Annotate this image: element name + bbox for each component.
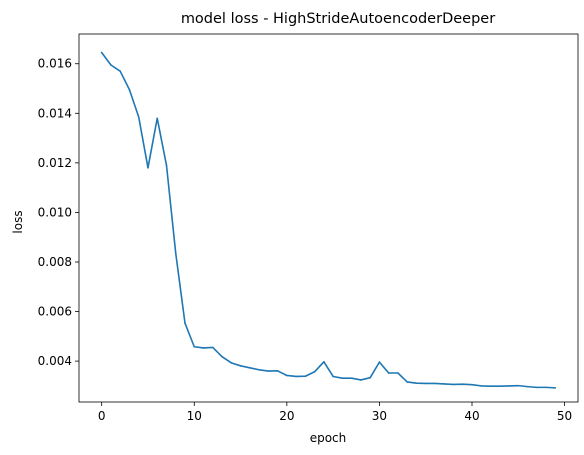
data-point (166, 165, 168, 167)
data-point (101, 52, 103, 54)
plot-frame (79, 34, 578, 402)
data-point (499, 385, 501, 387)
data-point (221, 356, 223, 358)
data-point (305, 375, 307, 377)
data-point (295, 376, 297, 378)
data-point (156, 117, 158, 119)
data-point (425, 383, 427, 385)
data-point (138, 116, 140, 118)
data-point (323, 361, 325, 363)
x-tick-label: 40 (464, 409, 479, 423)
loss-series-line (102, 53, 556, 388)
data-point (360, 379, 362, 381)
data-point (110, 64, 112, 66)
data-point (314, 371, 316, 373)
data-point (527, 386, 529, 388)
y-tick-label: 0.004 (38, 354, 72, 368)
data-point (555, 387, 557, 389)
data-point (332, 376, 334, 378)
data-point (480, 385, 482, 387)
data-points (101, 52, 556, 389)
data-point (286, 375, 288, 377)
data-point (268, 370, 270, 372)
data-point (119, 70, 121, 72)
plot-area: 0 10 20 30 40 50 0.0040.0060.0080.0100.0120.0… (38, 34, 578, 423)
data-point (258, 369, 260, 371)
data-point (230, 362, 232, 364)
data-point (471, 384, 473, 386)
data-point (379, 361, 381, 363)
data-point (175, 253, 177, 255)
data-point (203, 347, 205, 349)
chart-title: model loss - HighStrideAutoencoderDeeper (181, 11, 495, 27)
y-tick-label: 0.016 (38, 57, 72, 71)
data-point (369, 377, 371, 379)
data-point (212, 347, 214, 349)
data-point (147, 167, 149, 169)
y-tick-label: 0.014 (38, 106, 72, 120)
data-point (184, 322, 186, 324)
data-point (342, 377, 344, 379)
y-tick-label: 0.010 (38, 205, 72, 219)
data-point (351, 377, 353, 379)
x-tick-label: 0 (98, 409, 106, 423)
data-point (193, 346, 195, 348)
y-tick-label: 0.012 (38, 156, 72, 170)
data-point (388, 372, 390, 374)
data-point (517, 385, 519, 387)
data-point (397, 372, 399, 374)
y-tick-label: 0.006 (38, 305, 72, 319)
data-point (443, 383, 445, 385)
y-axis-label: loss (11, 210, 25, 233)
x-tick-label: 20 (279, 409, 294, 423)
data-point (536, 387, 538, 389)
data-point (434, 383, 436, 385)
x-axis: 0 10 20 30 40 50 (98, 402, 572, 423)
data-point (545, 387, 547, 389)
x-axis-label: epoch (310, 431, 347, 445)
data-point (462, 383, 464, 385)
data-point (249, 367, 251, 369)
data-point (508, 385, 510, 387)
x-tick-label: 30 (372, 409, 387, 423)
data-point (277, 370, 279, 372)
data-point (406, 381, 408, 383)
y-axis: 0.004 0.006 0.008 0.010 0.012 0.014 0.016 (38, 57, 79, 368)
data-point (240, 365, 242, 367)
data-point (453, 384, 455, 386)
data-point (129, 89, 131, 91)
x-tick-label: 10 (187, 409, 202, 423)
data-point (416, 382, 418, 384)
x-tick-label: 50 (557, 409, 572, 423)
y-tick-label: 0.008 (38, 255, 72, 269)
data-point (490, 385, 492, 387)
